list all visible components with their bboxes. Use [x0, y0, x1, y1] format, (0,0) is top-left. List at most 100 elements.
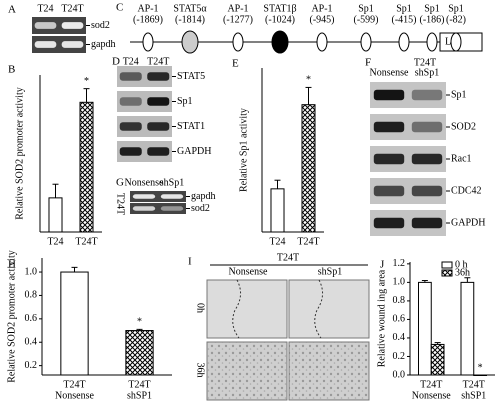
annotation: * — [84, 76, 89, 87]
band-label: sod2 — [191, 203, 210, 214]
column-label: shSp1 — [318, 266, 342, 277]
band-label: gapdh — [91, 39, 115, 50]
band-label: GAPDH — [177, 146, 211, 157]
legend-swatch — [441, 261, 453, 269]
lane-label: T24T — [61, 3, 83, 14]
band — [132, 194, 156, 199]
blot-strip — [117, 116, 172, 137]
micrograph — [288, 341, 370, 401]
band-label: STAT1 — [177, 121, 205, 132]
site-name: STAT5α — [173, 3, 207, 14]
band-label: GAPDH — [451, 217, 485, 228]
band — [132, 206, 156, 211]
bar — [60, 271, 89, 376]
band — [147, 97, 170, 106]
band — [119, 122, 142, 131]
lane-label: T24T — [147, 56, 169, 67]
site-position: (-599) — [354, 14, 379, 25]
micrograph — [206, 341, 288, 401]
micrograph — [288, 279, 370, 339]
x-tick-label: T24T — [128, 379, 150, 390]
error-bar — [434, 342, 441, 345]
x-tick-label: Nonsense — [55, 390, 94, 401]
y-axis-label: Relative SOD2 promoter activity — [14, 87, 25, 219]
band — [61, 22, 84, 29]
bar — [125, 330, 154, 376]
binding-site — [142, 32, 154, 52]
row-label: 0h — [195, 303, 206, 313]
band-label: Sp1 — [451, 89, 467, 100]
band — [373, 185, 405, 197]
band-label: Rac1 — [451, 153, 472, 164]
band — [411, 153, 443, 165]
x-tick-label: shSP1 — [461, 390, 486, 401]
y-tick-label: 0.6 — [25, 313, 38, 324]
bar — [48, 197, 63, 233]
panel-label: C — [116, 2, 123, 14]
band-label: CDC42 — [451, 185, 482, 196]
site-name: STAT1β — [263, 3, 296, 14]
error-bar — [274, 179, 281, 189]
y-axis-label: Relative SOD2 promoter activity — [6, 250, 17, 382]
band — [411, 121, 443, 133]
x-tick-label: T24T — [75, 236, 97, 247]
bar — [270, 188, 285, 233]
band — [61, 41, 84, 48]
panel-label: B — [8, 64, 15, 76]
wound-edge — [314, 279, 323, 339]
band — [147, 122, 170, 131]
annotation: * — [478, 362, 483, 373]
blot-strip — [117, 66, 172, 87]
x-tick-label: Nonsense — [412, 390, 451, 401]
error-bar — [136, 328, 143, 331]
wound-edge — [232, 279, 241, 339]
band — [411, 89, 443, 101]
site-name: Sp1 — [448, 3, 464, 14]
x-tick-label: T24T — [297, 236, 319, 247]
x-tick-label: shSP1 — [127, 390, 152, 401]
band-label: Sp1 — [177, 96, 193, 107]
lane-label: T24 — [37, 3, 53, 14]
band — [34, 41, 57, 48]
binding-site — [232, 32, 244, 52]
lane-label: Nonsense — [370, 67, 409, 78]
binding-site — [181, 30, 199, 54]
row-label: 36h — [195, 363, 206, 378]
micrograph — [206, 279, 288, 339]
legend-label: 36h — [455, 267, 470, 278]
panel-label: F — [365, 57, 371, 69]
x-tick-label: T24 — [47, 236, 63, 247]
panel-label: J — [380, 259, 385, 271]
band — [147, 72, 170, 81]
x-tick-label: T24T — [63, 379, 85, 390]
binding-site — [426, 32, 438, 52]
y-tick-label: 0.8 — [25, 290, 38, 301]
band-label: SOD2 — [451, 121, 476, 132]
y-tick-label: 1.0 — [25, 266, 38, 277]
binding-site — [398, 32, 410, 52]
binding-site — [360, 32, 372, 52]
x-tick-label: T24 — [269, 236, 285, 247]
blot-strip — [32, 17, 86, 34]
y-tick-label: 0.2 — [25, 360, 38, 371]
band — [411, 185, 443, 197]
band — [373, 217, 405, 229]
binding-site — [316, 32, 328, 52]
annotation: * — [306, 75, 311, 86]
site-name: AP-1 — [227, 3, 248, 14]
site-name: AP-1 — [137, 3, 158, 14]
y-tick-label: 0.4 — [25, 337, 38, 348]
site-position: (-82) — [446, 14, 466, 25]
y-tick-label: 1.2 — [393, 258, 406, 269]
band — [373, 89, 405, 101]
y-axis-label: Relative Sp1 activity — [238, 108, 249, 192]
site-position: (-1869) — [133, 14, 163, 25]
band — [373, 153, 405, 165]
site-position: (-415) — [392, 14, 417, 25]
bar — [418, 281, 432, 376]
band — [160, 194, 184, 199]
panel-label: D — [112, 56, 120, 68]
lane-label: shSp1 — [415, 67, 439, 78]
band — [119, 147, 142, 156]
